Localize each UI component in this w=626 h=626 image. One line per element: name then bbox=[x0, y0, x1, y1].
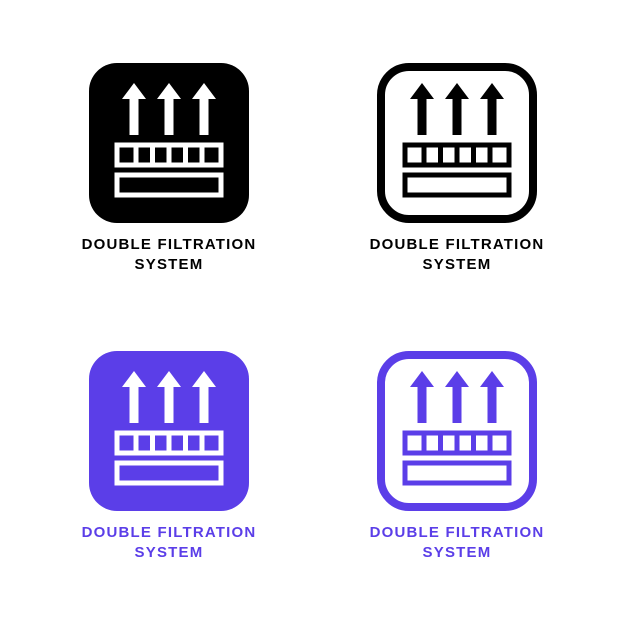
variant-outline-purple: DOUBLE FILTRATION SYSTEM bbox=[318, 328, 596, 586]
label-line-1: DOUBLE FILTRATION bbox=[82, 236, 257, 253]
variant-solid-black: DOUBLE FILTRATION SYSTEM bbox=[30, 40, 308, 298]
label-line-2: SYSTEM bbox=[423, 544, 492, 561]
icon-label: DOUBLE FILTRATION SYSTEM bbox=[82, 523, 257, 564]
label-line-2: SYSTEM bbox=[135, 544, 204, 561]
label-line-1: DOUBLE FILTRATION bbox=[82, 524, 257, 541]
variant-solid-purple: DOUBLE FILTRATION SYSTEM bbox=[30, 328, 308, 586]
label-line-1: DOUBLE FILTRATION bbox=[370, 236, 545, 253]
label-line-2: SYSTEM bbox=[135, 256, 204, 273]
filtration-icon bbox=[377, 63, 537, 223]
filtration-icon bbox=[377, 351, 537, 511]
filtration-icon bbox=[89, 351, 249, 511]
label-line-2: SYSTEM bbox=[423, 256, 492, 273]
icon-label: DOUBLE FILTRATION SYSTEM bbox=[370, 523, 545, 564]
label-line-1: DOUBLE FILTRATION bbox=[370, 524, 545, 541]
filtration-icon bbox=[89, 63, 249, 223]
icon-label: DOUBLE FILTRATION SYSTEM bbox=[82, 235, 257, 276]
variant-outline-black: DOUBLE FILTRATION SYSTEM bbox=[318, 40, 596, 298]
icon-label: DOUBLE FILTRATION SYSTEM bbox=[370, 235, 545, 276]
